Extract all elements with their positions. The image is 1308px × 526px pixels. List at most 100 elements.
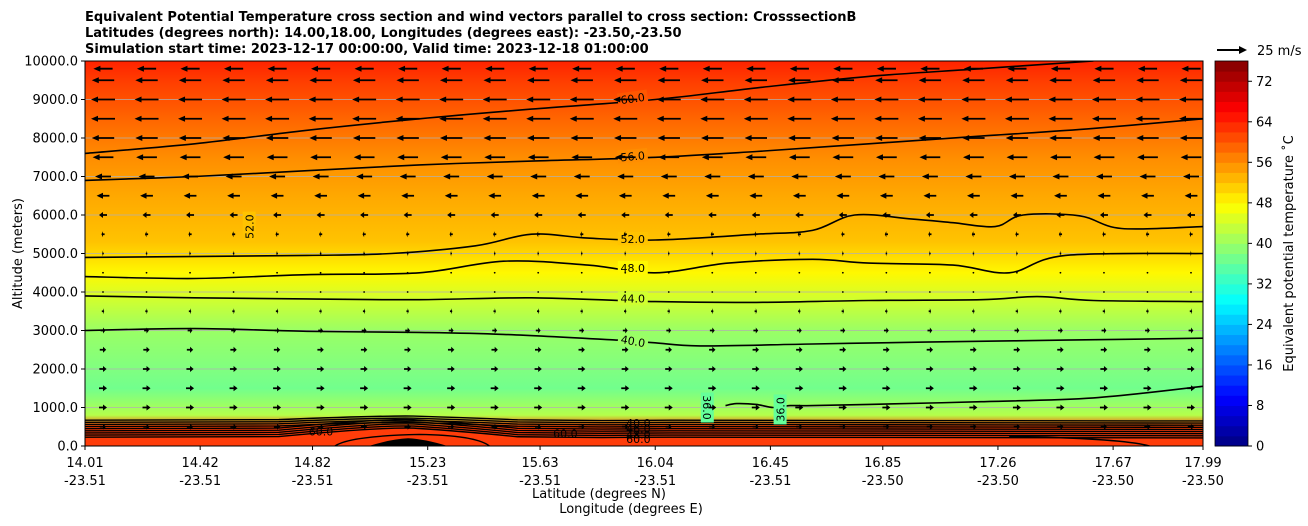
wind-vector — [1143, 404, 1152, 411]
colorbar-tick-label-8: 64 — [1256, 115, 1273, 130]
wind-vector — [232, 291, 235, 293]
wind-vector — [836, 192, 850, 199]
wind-vector — [482, 115, 507, 122]
surface-contour-label-5: 60.0 — [626, 433, 651, 446]
wind-vector — [100, 327, 106, 334]
wind-vector — [926, 346, 934, 353]
wind-vector — [613, 115, 638, 122]
wind-vector — [536, 231, 540, 238]
wind-vector — [273, 212, 282, 218]
wind-vector — [221, 96, 246, 103]
wind-vector — [787, 115, 812, 122]
surface-contour-label-0: 60.0 — [309, 425, 334, 438]
colorbar-band-16 — [1215, 273, 1248, 285]
wind-vector — [399, 173, 416, 180]
wind-vector — [1100, 423, 1108, 430]
x-tick-lat-7: 16.85 — [864, 456, 901, 471]
wind-vector — [754, 308, 757, 315]
wind-vector — [404, 423, 411, 430]
wind-vector — [575, 192, 589, 199]
wind-vector — [1097, 192, 1111, 199]
wind-vector — [580, 308, 583, 315]
wind-vector — [666, 327, 672, 334]
wind-vector — [744, 77, 767, 84]
wind-vector — [1136, 135, 1159, 141]
wind-vector — [1013, 366, 1021, 372]
wind-vector — [797, 231, 801, 238]
wind-vector — [527, 135, 550, 141]
x-tick-lon-7: -23.50 — [862, 474, 904, 489]
wind-vector — [534, 385, 543, 392]
wind-vector — [622, 423, 629, 430]
wind-vector — [961, 96, 986, 103]
wind-vector — [1094, 65, 1114, 72]
wind-vector — [623, 231, 627, 238]
contour-label-36.0: 36.0 — [775, 397, 788, 422]
quiver-key-label: 25 m/s — [1257, 44, 1302, 59]
wind-vector — [145, 250, 148, 257]
wind-vector — [189, 250, 191, 257]
wind-vector — [317, 346, 324, 353]
wind-vector — [178, 96, 203, 103]
wind-vector — [754, 291, 757, 293]
colorbar-tick-label-5: 40 — [1256, 237, 1273, 252]
wind-vector — [834, 173, 851, 180]
wind-vector — [143, 346, 150, 353]
wind-vector — [710, 231, 714, 238]
wind-vector — [1058, 327, 1063, 334]
wind-vector — [1092, 77, 1116, 84]
wind-vector — [186, 366, 194, 372]
wind-vector — [309, 77, 332, 84]
surface-contour-6 — [85, 419, 1203, 426]
wind-vector — [443, 173, 460, 180]
wind-vector — [788, 77, 811, 84]
colorbar-band-8 — [1215, 354, 1248, 366]
wind-vector — [102, 291, 104, 293]
wind-vector — [189, 271, 191, 274]
wind-vector — [1016, 291, 1018, 293]
wind-vector — [395, 115, 420, 122]
wind-vector — [401, 192, 415, 199]
wind-vector — [1099, 404, 1108, 411]
colorbar-band-9 — [1215, 344, 1248, 356]
wind-vector — [841, 231, 845, 238]
wind-vector — [527, 154, 549, 161]
x-tick-lat-9: 17.67 — [1095, 456, 1132, 471]
wind-vector — [624, 308, 627, 315]
colorbar-tick-label-2: 16 — [1256, 358, 1273, 373]
wind-vector — [580, 291, 583, 293]
wind-vector — [1056, 366, 1065, 372]
contour-label-bg — [616, 89, 649, 107]
wind-vector — [658, 154, 680, 161]
wind-vector — [484, 154, 506, 161]
contour-label-40.0: 40.0 — [620, 333, 646, 350]
wind-vector — [667, 250, 670, 257]
wind-vector — [439, 115, 464, 122]
wind-vector — [917, 115, 942, 122]
wind-vector — [229, 366, 238, 372]
wind-vector — [795, 366, 803, 372]
colorbar-ticks: 0 8 16 24 32 40 48 56 64 72 — [1248, 75, 1273, 455]
wind-vector — [656, 96, 681, 103]
plot-area: 60.0 60.040.046.048.060.0 36.0 36.040.044.… — [85, 61, 1203, 446]
wind-vector — [221, 115, 246, 122]
wind-vector — [276, 291, 278, 293]
contour-label-group-4-1: 52.0 — [242, 211, 257, 242]
plot-frame — [84, 60, 1204, 447]
wind-vector — [1048, 96, 1073, 103]
wind-vector — [1057, 346, 1064, 353]
wind-vector — [882, 366, 890, 372]
x-tick-lat-3: 15.23 — [409, 456, 446, 471]
colorbar-band-21 — [1215, 223, 1248, 234]
wind-vector — [1190, 250, 1192, 257]
wind-vector — [493, 291, 496, 293]
wind-vector — [1146, 271, 1149, 274]
x-tick-lat-8: 17.26 — [979, 456, 1016, 471]
wind-vector — [265, 115, 290, 122]
wind-vector — [622, 327, 628, 334]
wind-vector — [534, 366, 542, 372]
wind-vector — [875, 77, 898, 84]
wind-vector — [273, 366, 281, 372]
contour-label-52.0: 52.0 — [621, 233, 646, 246]
